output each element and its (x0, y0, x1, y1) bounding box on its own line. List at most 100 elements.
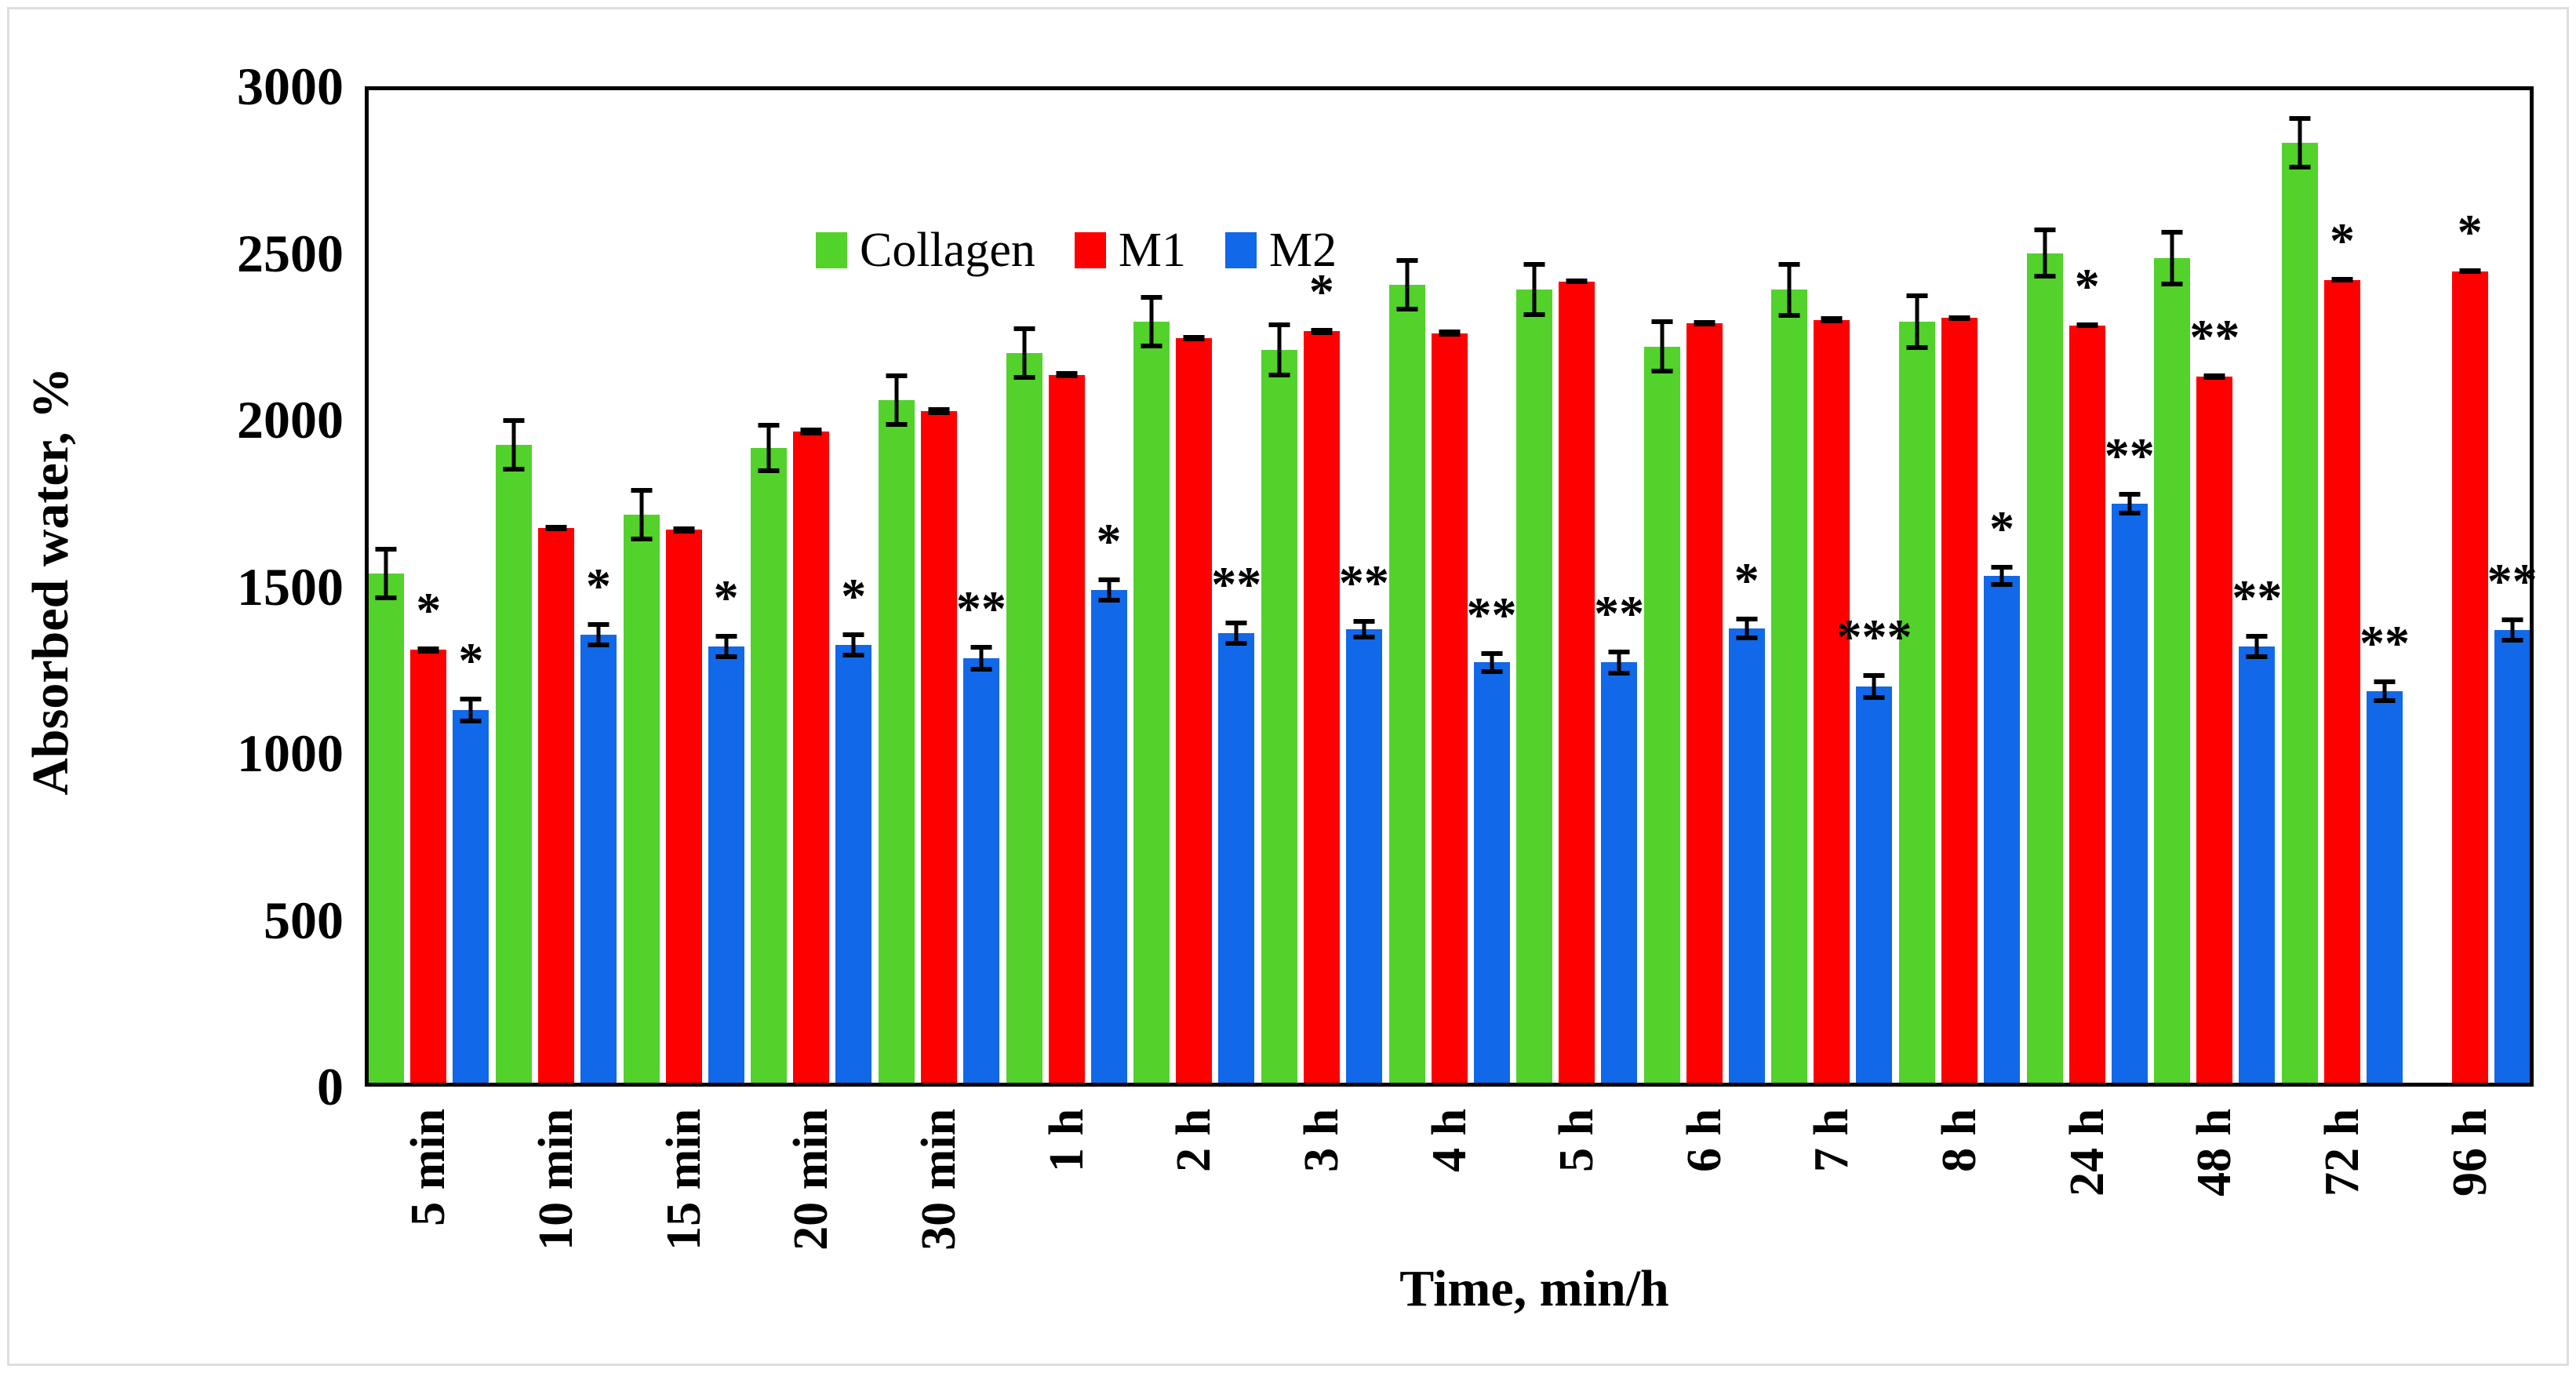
bar-collagen-4h (1388, 284, 1425, 1087)
bar-collagen-24h (2026, 253, 2063, 1087)
bar-collagen-2h (1133, 321, 1170, 1087)
error-bar (842, 632, 864, 657)
significance-mark: * (2457, 204, 2483, 260)
y-tick-label: 1500 (237, 556, 344, 617)
bar-m1-7h (1814, 319, 1850, 1087)
error-bar (417, 646, 439, 654)
error-bar (588, 621, 609, 648)
significance-mark: * (2074, 258, 2100, 315)
error-bar (970, 644, 992, 672)
significance-mark: ** (1211, 555, 1262, 612)
error-bar (715, 633, 737, 660)
error-bar (1311, 328, 1333, 335)
error-bar (1736, 616, 1758, 640)
bar-m1-2h (1176, 337, 1213, 1087)
legend-item-collagen: Collagen (816, 226, 1035, 275)
significance-mark: * (1308, 264, 1334, 320)
error-bar (503, 417, 525, 472)
error-bar (1906, 293, 1928, 350)
bar-m1-5h (1559, 281, 1595, 1087)
bar-collagen-7h (1771, 290, 1808, 1087)
significance-mark: * (841, 568, 867, 625)
y-tick-label: 2000 (237, 390, 344, 450)
bar-m1-5min (410, 650, 447, 1087)
error-bar (758, 423, 780, 473)
x-tick-label: 20 min (784, 1109, 839, 1251)
legend-label: M1 (1118, 224, 1186, 277)
significance-mark: * (1734, 552, 1759, 608)
significance-mark: * (2330, 213, 2356, 269)
bar-m1-30min (920, 411, 957, 1087)
bar-collagen-10min (495, 444, 532, 1087)
bar-m2-8h (1984, 575, 2021, 1087)
error-bar (1268, 322, 1290, 377)
error-bar (1651, 319, 1673, 373)
error-bar (1821, 316, 1843, 323)
bar-m2-96h (2494, 629, 2531, 1087)
x-tick-label: 5 h (1550, 1109, 1604, 1172)
y-tick-label: 1000 (237, 723, 344, 783)
bar-m1-10min (537, 528, 574, 1087)
error-bar (800, 427, 822, 435)
bar-collagen-20min (751, 448, 788, 1087)
y-tick-label: 0 (317, 1057, 344, 1116)
error-bar (2246, 633, 2268, 660)
error-bar (1439, 330, 1461, 337)
x-tick-label: 30 min (911, 1109, 966, 1251)
error-bar (375, 546, 397, 600)
bar-m2-6h (1728, 628, 1765, 1087)
bar-m1-4h (1431, 333, 1468, 1087)
bar-collagen-30min (878, 399, 915, 1087)
bar-collagen-5h (1516, 290, 1553, 1087)
bar-m2-10min (580, 635, 617, 1087)
y-axis-title: Absorbed water, % (22, 367, 79, 796)
significance-mark: ** (2360, 615, 2410, 672)
significance-mark: ** (1594, 585, 1645, 642)
bar-m2-5h (1601, 662, 1638, 1087)
x-tick-label: 24 h (2060, 1109, 2114, 1196)
error-bar (545, 524, 567, 532)
legend-swatch-icon (1224, 232, 1257, 268)
error-bar (2289, 116, 2311, 170)
bar-m2-15min (708, 646, 744, 1087)
error-bar (2203, 373, 2225, 380)
bar-m2-72h (2367, 690, 2403, 1087)
plot-border (365, 86, 2534, 1087)
significance-mark: *** (1836, 609, 1912, 665)
bar-collagen-6h (1643, 346, 1680, 1087)
legend-label: M2 (1268, 224, 1337, 277)
error-bar (1183, 334, 1205, 342)
error-bar (460, 696, 482, 723)
error-bar (2459, 268, 2481, 275)
error-bar (886, 373, 908, 427)
legend-swatch-icon (1074, 232, 1106, 268)
bar-m2-3h (1345, 628, 1382, 1087)
bar-m1-20min (793, 431, 830, 1087)
error-bar (2161, 230, 2183, 286)
bar-m1-15min (665, 530, 702, 1087)
error-bar (1396, 257, 1418, 311)
x-tick-label: 8 h (1933, 1109, 1987, 1172)
bar-collagen-72h (2282, 143, 2319, 1087)
bar-m1-1h (1048, 374, 1085, 1087)
significance-mark: ** (2232, 569, 2283, 625)
error-bar (1694, 319, 1716, 326)
error-bar (1523, 262, 1545, 318)
bar-m2-4h (1473, 662, 1510, 1087)
legend-item-m2: M2 (1224, 224, 1337, 277)
error-bar (1778, 261, 1800, 318)
bar-m2-1h (1090, 589, 1127, 1087)
bar-collagen-1h (1006, 353, 1042, 1087)
error-bar (1056, 371, 1078, 378)
significance-mark: ** (1338, 555, 1389, 611)
bar-collagen-8h (1899, 321, 1936, 1087)
bar-m2-48h (2239, 646, 2276, 1087)
y-tick-label: 3000 (237, 56, 344, 116)
bar-m1-96h (2451, 271, 2488, 1087)
bar-m1-6h (1686, 322, 1723, 1087)
error-bar (1013, 326, 1035, 380)
significance-mark: ** (2487, 552, 2538, 609)
error-bar (1608, 650, 1630, 676)
error-bar (2374, 679, 2396, 703)
